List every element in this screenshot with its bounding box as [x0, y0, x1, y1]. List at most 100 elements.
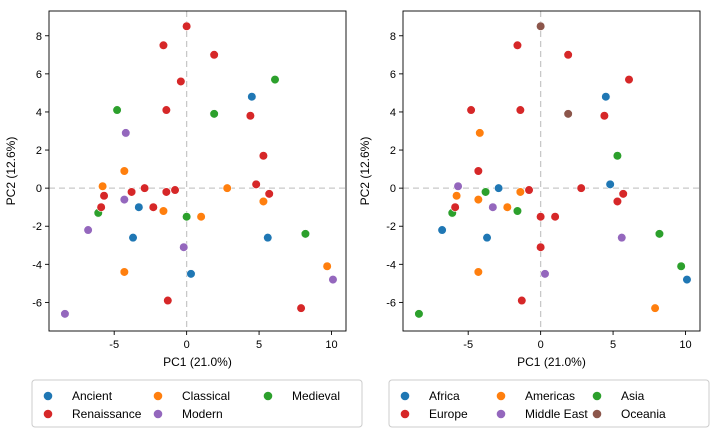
data-point [196, 212, 206, 222]
axes-frame [402, 10, 701, 332]
legend-label: Medieval [292, 389, 340, 403]
data-point [563, 50, 573, 60]
y-tick-label: 2 [390, 145, 396, 157]
legend-box [31, 379, 363, 428]
x-axis-label: PC1 (21.0%) [517, 355, 586, 369]
data-point [550, 212, 560, 222]
data-point [437, 225, 447, 235]
legend-label: Americas [525, 389, 575, 403]
legend-item: Medieval [263, 389, 340, 403]
data-point [512, 206, 523, 216]
data-point [96, 202, 106, 212]
legend-marker [153, 391, 163, 401]
scatter-panel-region: -5 0 5 10 -6 -4 -2 0 2 4 6 8 PC1 (21.0%) PC2 (12.6%) A… [358, 10, 710, 428]
data-point [536, 212, 546, 222]
data-point [524, 185, 534, 195]
data-point [515, 105, 525, 115]
data-point [650, 303, 660, 313]
x-axis-label: PC1 (21.0%) [163, 355, 232, 369]
series-renaissance [96, 21, 306, 313]
legend-item: Americas [496, 389, 575, 403]
data-point [161, 105, 171, 115]
series-classical [98, 166, 332, 277]
data-point [258, 196, 269, 207]
legend-marker [400, 391, 410, 401]
legend-label: Renaissance [72, 407, 142, 421]
data-point [654, 229, 665, 239]
data-point [676, 261, 686, 271]
series-modern [60, 128, 338, 319]
legend-marker [496, 409, 506, 419]
data-point [209, 109, 219, 119]
data-point [502, 202, 512, 212]
data-point [300, 229, 311, 239]
y-tick-label: 4 [36, 107, 42, 119]
legend-label: Oceania [621, 407, 666, 421]
y-tick-label: -4 [386, 259, 396, 271]
data-point [473, 267, 483, 277]
y-tick-label: 6 [390, 69, 396, 81]
data-point [209, 50, 219, 60]
series-europe [450, 40, 634, 306]
data-point [617, 233, 627, 243]
y-tick-label: 6 [36, 69, 42, 81]
legend-marker [400, 409, 410, 419]
data-point [473, 194, 483, 205]
legend-marker [43, 391, 53, 401]
y-tick-label: -6 [386, 297, 396, 309]
legend: Africa Americas Asia Europe Middle East Ocean… [388, 379, 710, 428]
data-point [247, 92, 257, 102]
legend-item: Renaissance [43, 407, 142, 421]
series-oceania [536, 21, 573, 119]
data-point [488, 202, 498, 212]
data-point [179, 242, 189, 252]
legend-item: Europe [400, 407, 468, 421]
legend-label: Ancient [72, 389, 113, 403]
data-point [176, 76, 186, 87]
legend-marker [263, 391, 273, 401]
legend-item: Asia [592, 389, 645, 403]
data-point [452, 191, 462, 201]
data-point [119, 166, 129, 176]
data-point [540, 269, 550, 279]
legend-marker [43, 409, 53, 419]
data-point [140, 183, 150, 193]
y-tick-label: 0 [36, 183, 42, 195]
data-point [536, 21, 546, 31]
data-point [98, 181, 108, 191]
series-middle-east [453, 181, 627, 279]
legend-label: Classical [182, 389, 230, 403]
data-point [414, 309, 424, 319]
data-point [473, 166, 483, 176]
data-point [576, 183, 586, 193]
data-point [475, 128, 485, 138]
data-point [270, 74, 280, 85]
data-point [128, 233, 138, 243]
data-point [624, 74, 634, 85]
legend-label: Modern [182, 407, 223, 421]
legend-label: Africa [429, 389, 460, 403]
data-point [296, 303, 306, 313]
data-point [264, 189, 274, 199]
legend-marker [153, 409, 163, 419]
series-medieval [93, 74, 311, 239]
series-africa [437, 92, 692, 285]
legend-item: Middle East [496, 407, 588, 421]
data-point [161, 187, 171, 197]
data-point [119, 194, 129, 205]
data-point [601, 92, 611, 102]
data-point [612, 151, 623, 161]
data-point [482, 233, 492, 243]
data-point [182, 21, 192, 31]
y-tick-label: 4 [390, 107, 396, 119]
legend-item: Ancient [43, 389, 113, 403]
legend-marker [496, 391, 506, 401]
legend-item: Classical [153, 389, 230, 403]
legend-marker [592, 391, 602, 401]
data-point [60, 309, 70, 319]
y-tick-label: -2 [32, 221, 42, 233]
data-point [466, 105, 476, 115]
data-point [494, 183, 504, 193]
series-americas [452, 128, 660, 313]
